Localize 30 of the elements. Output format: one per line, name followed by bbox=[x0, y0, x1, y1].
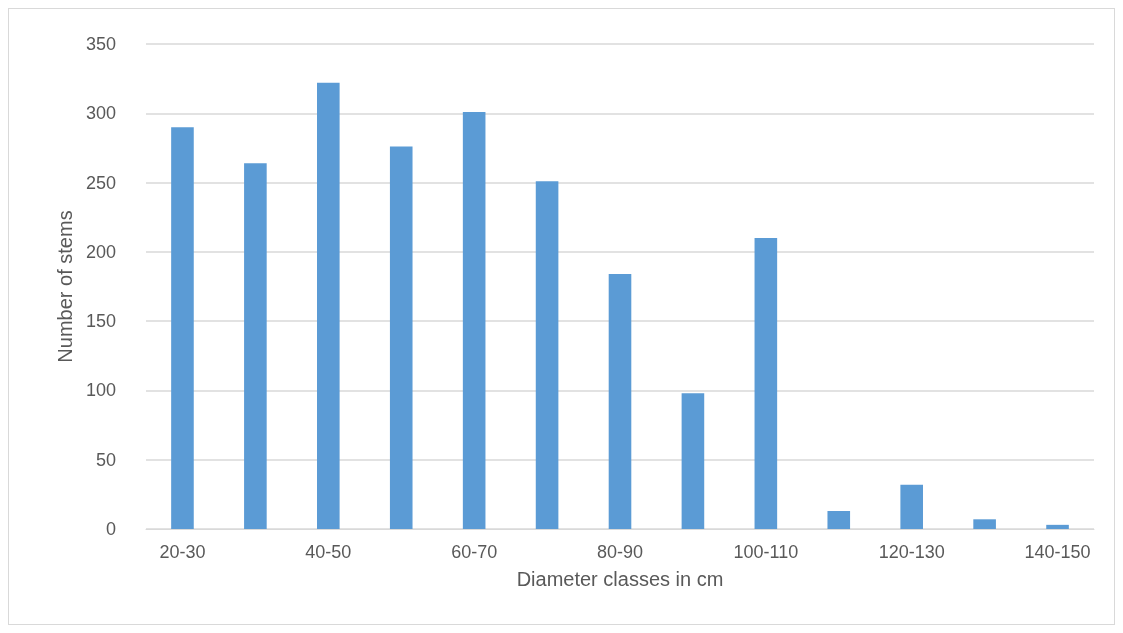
bar bbox=[827, 510, 851, 529]
y-tick-label: 150 bbox=[85, 311, 116, 332]
x-axis-title: Diameter classes in cm bbox=[516, 568, 724, 590]
y-tick-label: 200 bbox=[85, 241, 116, 262]
x-tick-label: 100-110 bbox=[733, 542, 799, 562]
x-tick-label: 140-150 bbox=[1024, 542, 1091, 562]
x-tick-label: 60-70 bbox=[451, 542, 498, 562]
y-tick-label: 250 bbox=[85, 172, 116, 193]
bar bbox=[171, 127, 194, 529]
y-axis-title: Number of stems bbox=[54, 210, 77, 363]
bar bbox=[1046, 524, 1069, 529]
bar bbox=[681, 393, 705, 529]
x-tick-label: 40-50 bbox=[305, 542, 352, 562]
bar bbox=[244, 163, 267, 529]
bar bbox=[317, 82, 340, 529]
bar bbox=[462, 111, 486, 529]
bar bbox=[608, 274, 632, 529]
bar bbox=[900, 484, 923, 529]
x-tick-label: 20-30 bbox=[159, 542, 206, 562]
bar bbox=[389, 146, 413, 529]
bar bbox=[973, 519, 996, 529]
x-tick-label: 120-130 bbox=[878, 542, 945, 562]
y-tick-label: 50 bbox=[95, 449, 116, 470]
bar bbox=[754, 238, 778, 529]
x-tick-label: 80-90 bbox=[596, 542, 644, 562]
bar bbox=[535, 181, 559, 529]
y-tick-label: 350 bbox=[85, 34, 116, 54]
y-tick-label: 0 bbox=[105, 519, 116, 539]
y-tick-label: 300 bbox=[85, 103, 116, 124]
y-tick-label: 100 bbox=[85, 380, 116, 401]
